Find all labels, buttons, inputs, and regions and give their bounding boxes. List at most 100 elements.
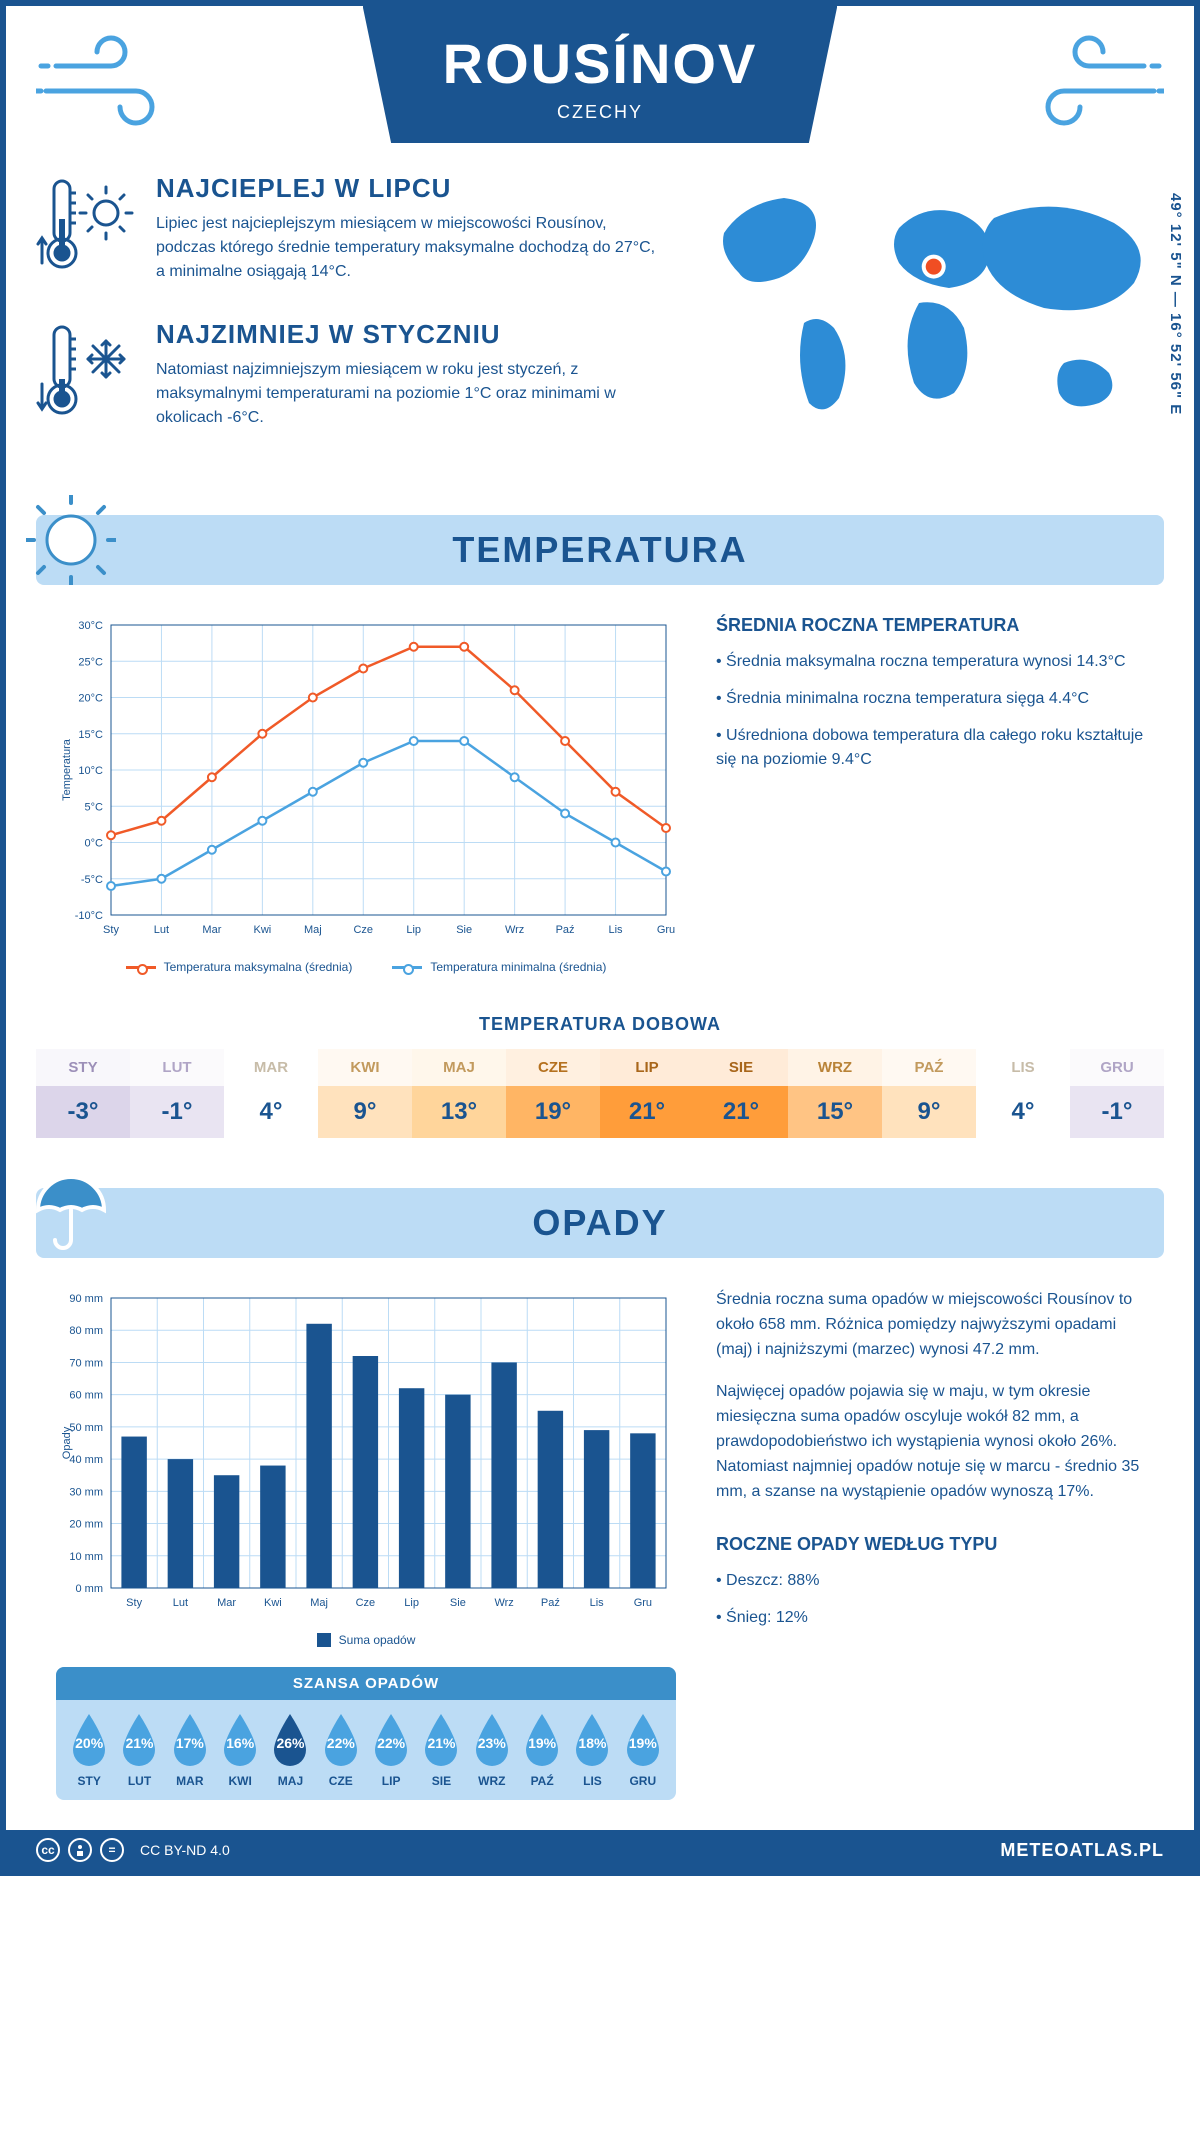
nd-icon: = [100,1838,124,1862]
raindrop-icon: 19% [621,1712,665,1768]
daily-temp-value: 9° [318,1086,412,1138]
daily-temp-cell: LUT -1° [130,1049,224,1138]
svg-text:30°C: 30°C [78,620,103,632]
precip-summary-paragraph: Średnia roczna suma opadów w miejscowośc… [716,1288,1144,1362]
daily-month-label: CZE [506,1049,600,1086]
fact-coldest-body: Natomiast najzimniejszym miesiącem w rok… [156,358,664,430]
precip-chance-cell: 22% LIP [366,1712,416,1788]
daily-temp-cell: PAŹ 9° [882,1049,976,1138]
license-block: cc = CC BY-ND 4.0 [36,1838,230,1862]
map-container: 49° 12' 5" N — 16° 52' 56" E [694,173,1164,465]
country-subtitle: CZECHY [443,102,758,123]
precip-chance-value: 22% [377,1735,405,1751]
daily-month-label: MAJ [412,1049,506,1086]
header: ROUSÍNOV CZECHY [6,6,1194,143]
raindrop-icon: 26% [268,1712,312,1768]
precip-chance-value: 26% [276,1735,304,1751]
svg-text:0 mm: 0 mm [76,1583,104,1595]
svg-text:Kwi: Kwi [253,924,271,936]
daily-temp-title: TEMPERATURA DOBOWA [6,1014,1194,1035]
raindrop-icon: 18% [570,1712,614,1768]
wind-icon-left [36,21,196,141]
daily-month-label: LIS [976,1049,1070,1086]
raindrop-icon: 21% [117,1712,161,1768]
sun-icon [26,495,116,585]
svg-text:Temperatura: Temperatura [61,738,73,801]
section-title-precipitation: OPADY [532,1202,667,1244]
daily-temp-value: -1° [1070,1086,1164,1138]
precip-chance-cell: 17% MAR [165,1712,215,1788]
fact-coldest-text: NAJZIMNIEJ W STYCZNIU Natomiast najzimni… [156,319,664,430]
section-header-precipitation: OPADY [36,1188,1164,1258]
svg-text:Lip: Lip [404,1597,419,1609]
precip-chance-cell: 23% WRZ [467,1712,517,1788]
by-icon [68,1838,92,1862]
legend-max-temp: Temperatura maksymalna (średnia) [126,960,353,974]
temperature-chart: -10°C-5°C0°C5°C10°C15°C20°C25°C30°CStyLu… [56,615,676,974]
raindrop-icon: 17% [168,1712,212,1768]
precip-summary-paragraph: Najwięcej opadów pojawia się w maju, w t… [716,1380,1144,1504]
temp-summary-heading: ŚREDNIA ROCZNA TEMPERATURA [716,615,1144,636]
svg-text:-10°C: -10°C [75,910,103,922]
temp-summary-item: Średnia minimalna roczna temperatura się… [716,687,1144,712]
precip-chance-month: PAŹ [517,1774,567,1788]
svg-text:Sie: Sie [450,1597,466,1609]
daily-temp-cell: CZE 19° [506,1049,600,1138]
svg-text:Mar: Mar [217,1597,236,1609]
precip-chance-month: KWI [215,1774,265,1788]
svg-text:15°C: 15°C [78,729,103,741]
daily-temp-value: 21° [600,1086,694,1138]
svg-text:5°C: 5°C [85,801,104,813]
svg-text:Gru: Gru [634,1597,652,1609]
fact-warmest-text: NAJCIEPLEJ W LIPCU Lipiec jest najcieple… [156,173,664,284]
legend-max-label: Temperatura maksymalna (średnia) [164,960,353,974]
daily-temp-value: 9° [882,1086,976,1138]
precip-chance-month: MAJ [265,1774,315,1788]
precip-chance-month: WRZ [467,1774,517,1788]
license-text: CC BY-ND 4.0 [140,1842,230,1858]
precip-chance-month: CZE [316,1774,366,1788]
svg-text:90 mm: 90 mm [69,1293,103,1305]
precip-chance-cell: 19% GRU [618,1712,668,1788]
svg-text:40 mm: 40 mm [69,1454,103,1466]
svg-text:Wrz: Wrz [505,924,524,936]
world-map [694,173,1164,433]
svg-text:Lis: Lis [590,1597,605,1609]
daily-temp-cell: WRZ 15° [788,1049,882,1138]
daily-temp-cell: MAR 4° [224,1049,318,1138]
precip-chance-cell: 22% CZE [316,1712,366,1788]
wind-icon-right [1004,21,1164,141]
precip-chance-cell: 16% KWI [215,1712,265,1788]
svg-text:Sty: Sty [126,1597,142,1609]
daily-month-label: PAŹ [882,1049,976,1086]
svg-text:Maj: Maj [304,924,322,936]
svg-text:Kwi: Kwi [264,1597,282,1609]
raindrop-icon: 16% [218,1712,262,1768]
precip-chance-month: LUT [114,1774,164,1788]
section-header-temperature: TEMPERATURA [36,515,1164,585]
daily-temp-value: 19° [506,1086,600,1138]
daily-month-label: SIE [694,1049,788,1086]
legend-precip-sum: Suma opadów [317,1633,416,1647]
daily-temp-value: -3° [36,1086,130,1138]
precip-chance-value: 19% [528,1735,556,1751]
daily-temp-value: 21° [694,1086,788,1138]
daily-month-label: KWI [318,1049,412,1086]
temperature-line-chart: -10°C-5°C0°C5°C10°C15°C20°C25°C30°CStyLu… [56,615,676,945]
daily-month-label: WRZ [788,1049,882,1086]
precip-chance-cell: 18% LIS [567,1712,617,1788]
thermometer-sun-icon [36,173,136,283]
svg-text:Opady: Opady [61,1426,73,1459]
precip-chance-month: SIE [416,1774,466,1788]
svg-text:50 mm: 50 mm [69,1422,103,1434]
svg-text:Maj: Maj [310,1597,328,1609]
daily-temp-cell: KWI 9° [318,1049,412,1138]
precip-chance-value: 17% [176,1735,204,1751]
precip-chance-month: MAR [165,1774,215,1788]
svg-text:Mar: Mar [202,924,221,936]
fact-warmest: NAJCIEPLEJ W LIPCU Lipiec jest najcieple… [36,173,664,284]
svg-text:Wrz: Wrz [494,1597,513,1609]
daily-month-label: LIP [600,1049,694,1086]
precip-chance-value: 18% [578,1735,606,1751]
svg-text:20 mm: 20 mm [69,1519,103,1531]
